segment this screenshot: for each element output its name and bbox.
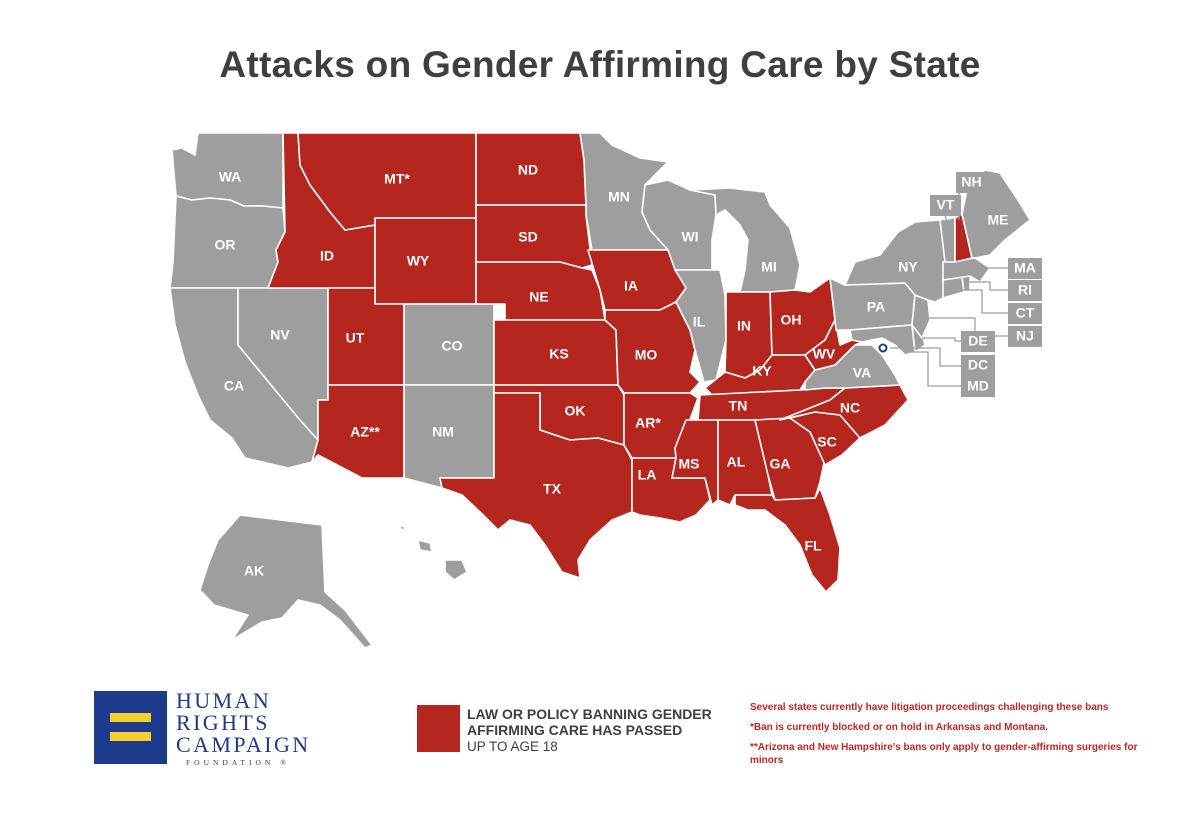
callout-label-ma: MA xyxy=(1014,260,1036,276)
label-fl: FL xyxy=(804,538,822,554)
logo-line-rights: RIGHTS xyxy=(176,710,270,735)
logo-line-human: HUMAN xyxy=(176,688,272,713)
label-mn: MN xyxy=(608,189,630,205)
footnotes: Several states currently have litigation… xyxy=(750,701,1150,774)
label-va: VA xyxy=(853,365,871,381)
label-sd: SD xyxy=(518,229,537,245)
label-or: OR xyxy=(215,237,236,253)
label-ne: NE xyxy=(529,289,548,305)
northeast-callouts: NH VT MA RI CT NJ DE DC MD xyxy=(890,172,1042,397)
label-ca: CA xyxy=(224,378,244,394)
label-ok: OK xyxy=(565,403,586,419)
label-ar: AR* xyxy=(635,415,661,431)
label-ga: GA xyxy=(770,456,791,472)
state-labels-layer: WA OR CA NV ID MT* WY UT AZ** CO NM ND S… xyxy=(215,162,1009,579)
dc-dot xyxy=(878,343,888,353)
callout-label-dc: DC xyxy=(968,357,988,373)
callout-ct[interactable] xyxy=(1008,303,1042,324)
label-wi: WI xyxy=(681,229,698,245)
state-fl[interactable] xyxy=(734,487,841,593)
label-al: AL xyxy=(727,454,746,470)
label-ak: AK xyxy=(244,563,264,579)
label-mt: MT* xyxy=(384,171,410,187)
callout-md[interactable] xyxy=(961,376,995,397)
label-wy: WY xyxy=(407,253,430,269)
logo-line-campaign: CAMPAIGN xyxy=(176,732,311,757)
equality-logo-icon xyxy=(94,691,167,764)
label-ny: NY xyxy=(898,259,918,275)
label-ia: IA xyxy=(624,278,638,294)
state-tx[interactable] xyxy=(439,392,633,579)
label-la: LA xyxy=(638,467,657,483)
label-az: AZ** xyxy=(350,424,380,440)
callout-vt[interactable] xyxy=(930,195,961,216)
equality-bar-top xyxy=(110,713,151,722)
logo-line-foundation: FOUNDATION xyxy=(186,758,275,767)
label-oh: OH xyxy=(781,312,802,328)
legend-sublabel: UP TO AGE 18 xyxy=(467,739,558,754)
legend-swatch-ban xyxy=(417,705,460,752)
callout-dc[interactable] xyxy=(961,355,995,376)
legend-label: LAW OR POLICY BANNING GENDER AFFIRMING C… xyxy=(467,706,712,738)
dc-marker xyxy=(878,343,888,353)
label-tx: TX xyxy=(543,481,562,497)
equality-bar-bottom xyxy=(110,732,151,741)
label-nm: NM xyxy=(432,424,454,440)
state-ne[interactable] xyxy=(475,261,606,321)
states-layer xyxy=(169,132,1031,649)
map-title: Attacks on Gender Affirming Care by Stat… xyxy=(219,44,981,85)
callout-label-vt: VT xyxy=(937,197,955,213)
label-co: CO xyxy=(442,338,463,354)
label-nv: NV xyxy=(270,327,290,343)
label-in: IN xyxy=(737,318,751,334)
state-il[interactable] xyxy=(674,269,727,383)
callout-label-de: DE xyxy=(968,333,987,349)
label-nd: ND xyxy=(518,162,538,178)
note-litigation: Several states currently have litigation… xyxy=(750,702,1109,713)
label-wv: WV xyxy=(813,346,836,362)
callout-ri[interactable] xyxy=(1008,280,1042,301)
state-ak[interactable] xyxy=(199,514,373,649)
callout-label-ri: RI xyxy=(1018,282,1032,298)
label-mi: MI xyxy=(761,259,777,275)
callout-label-nj: NJ xyxy=(1016,328,1034,344)
label-tn: TN xyxy=(729,398,748,414)
note-surgeries: **Arizona and New Hampshire's bans only … xyxy=(750,742,1138,766)
label-ms: MS xyxy=(679,456,700,472)
callout-ma[interactable] xyxy=(1008,258,1042,279)
callout-nh[interactable] xyxy=(956,172,987,193)
state-nc[interactable] xyxy=(779,384,909,439)
label-nc: NC xyxy=(840,400,860,416)
label-id: ID xyxy=(320,248,334,264)
logo-wordmark: HUMAN RIGHTS CAMPAIGN xyxy=(176,690,311,756)
callout-de[interactable] xyxy=(961,331,995,352)
label-ks: KS xyxy=(549,346,568,362)
callout-label-md: MD xyxy=(967,378,989,394)
hrc-foundation-logo: HUMAN RIGHTS CAMPAIGN FOUNDATION ® xyxy=(94,690,318,775)
label-sc: SC xyxy=(817,434,836,450)
logo-foundation: FOUNDATION ® xyxy=(186,758,286,767)
label-pa: PA xyxy=(867,299,885,315)
label-mo: MO xyxy=(635,347,658,363)
label-ky: KY xyxy=(752,363,772,379)
callout-nj[interactable] xyxy=(1008,326,1042,347)
state-wi[interactable] xyxy=(641,179,717,271)
label-me: ME xyxy=(988,212,1009,228)
logo-registered-mark: ® xyxy=(280,758,286,767)
note-blocked: *Ban is currently blocked or on hold in … xyxy=(750,722,1049,733)
label-ut: UT xyxy=(346,330,365,346)
callout-label-ct: CT xyxy=(1016,305,1035,321)
state-hi[interactable] xyxy=(397,524,468,581)
label-wa: WA xyxy=(219,169,242,185)
callout-label-nh: NH xyxy=(961,174,981,190)
label-il: IL xyxy=(693,314,706,330)
